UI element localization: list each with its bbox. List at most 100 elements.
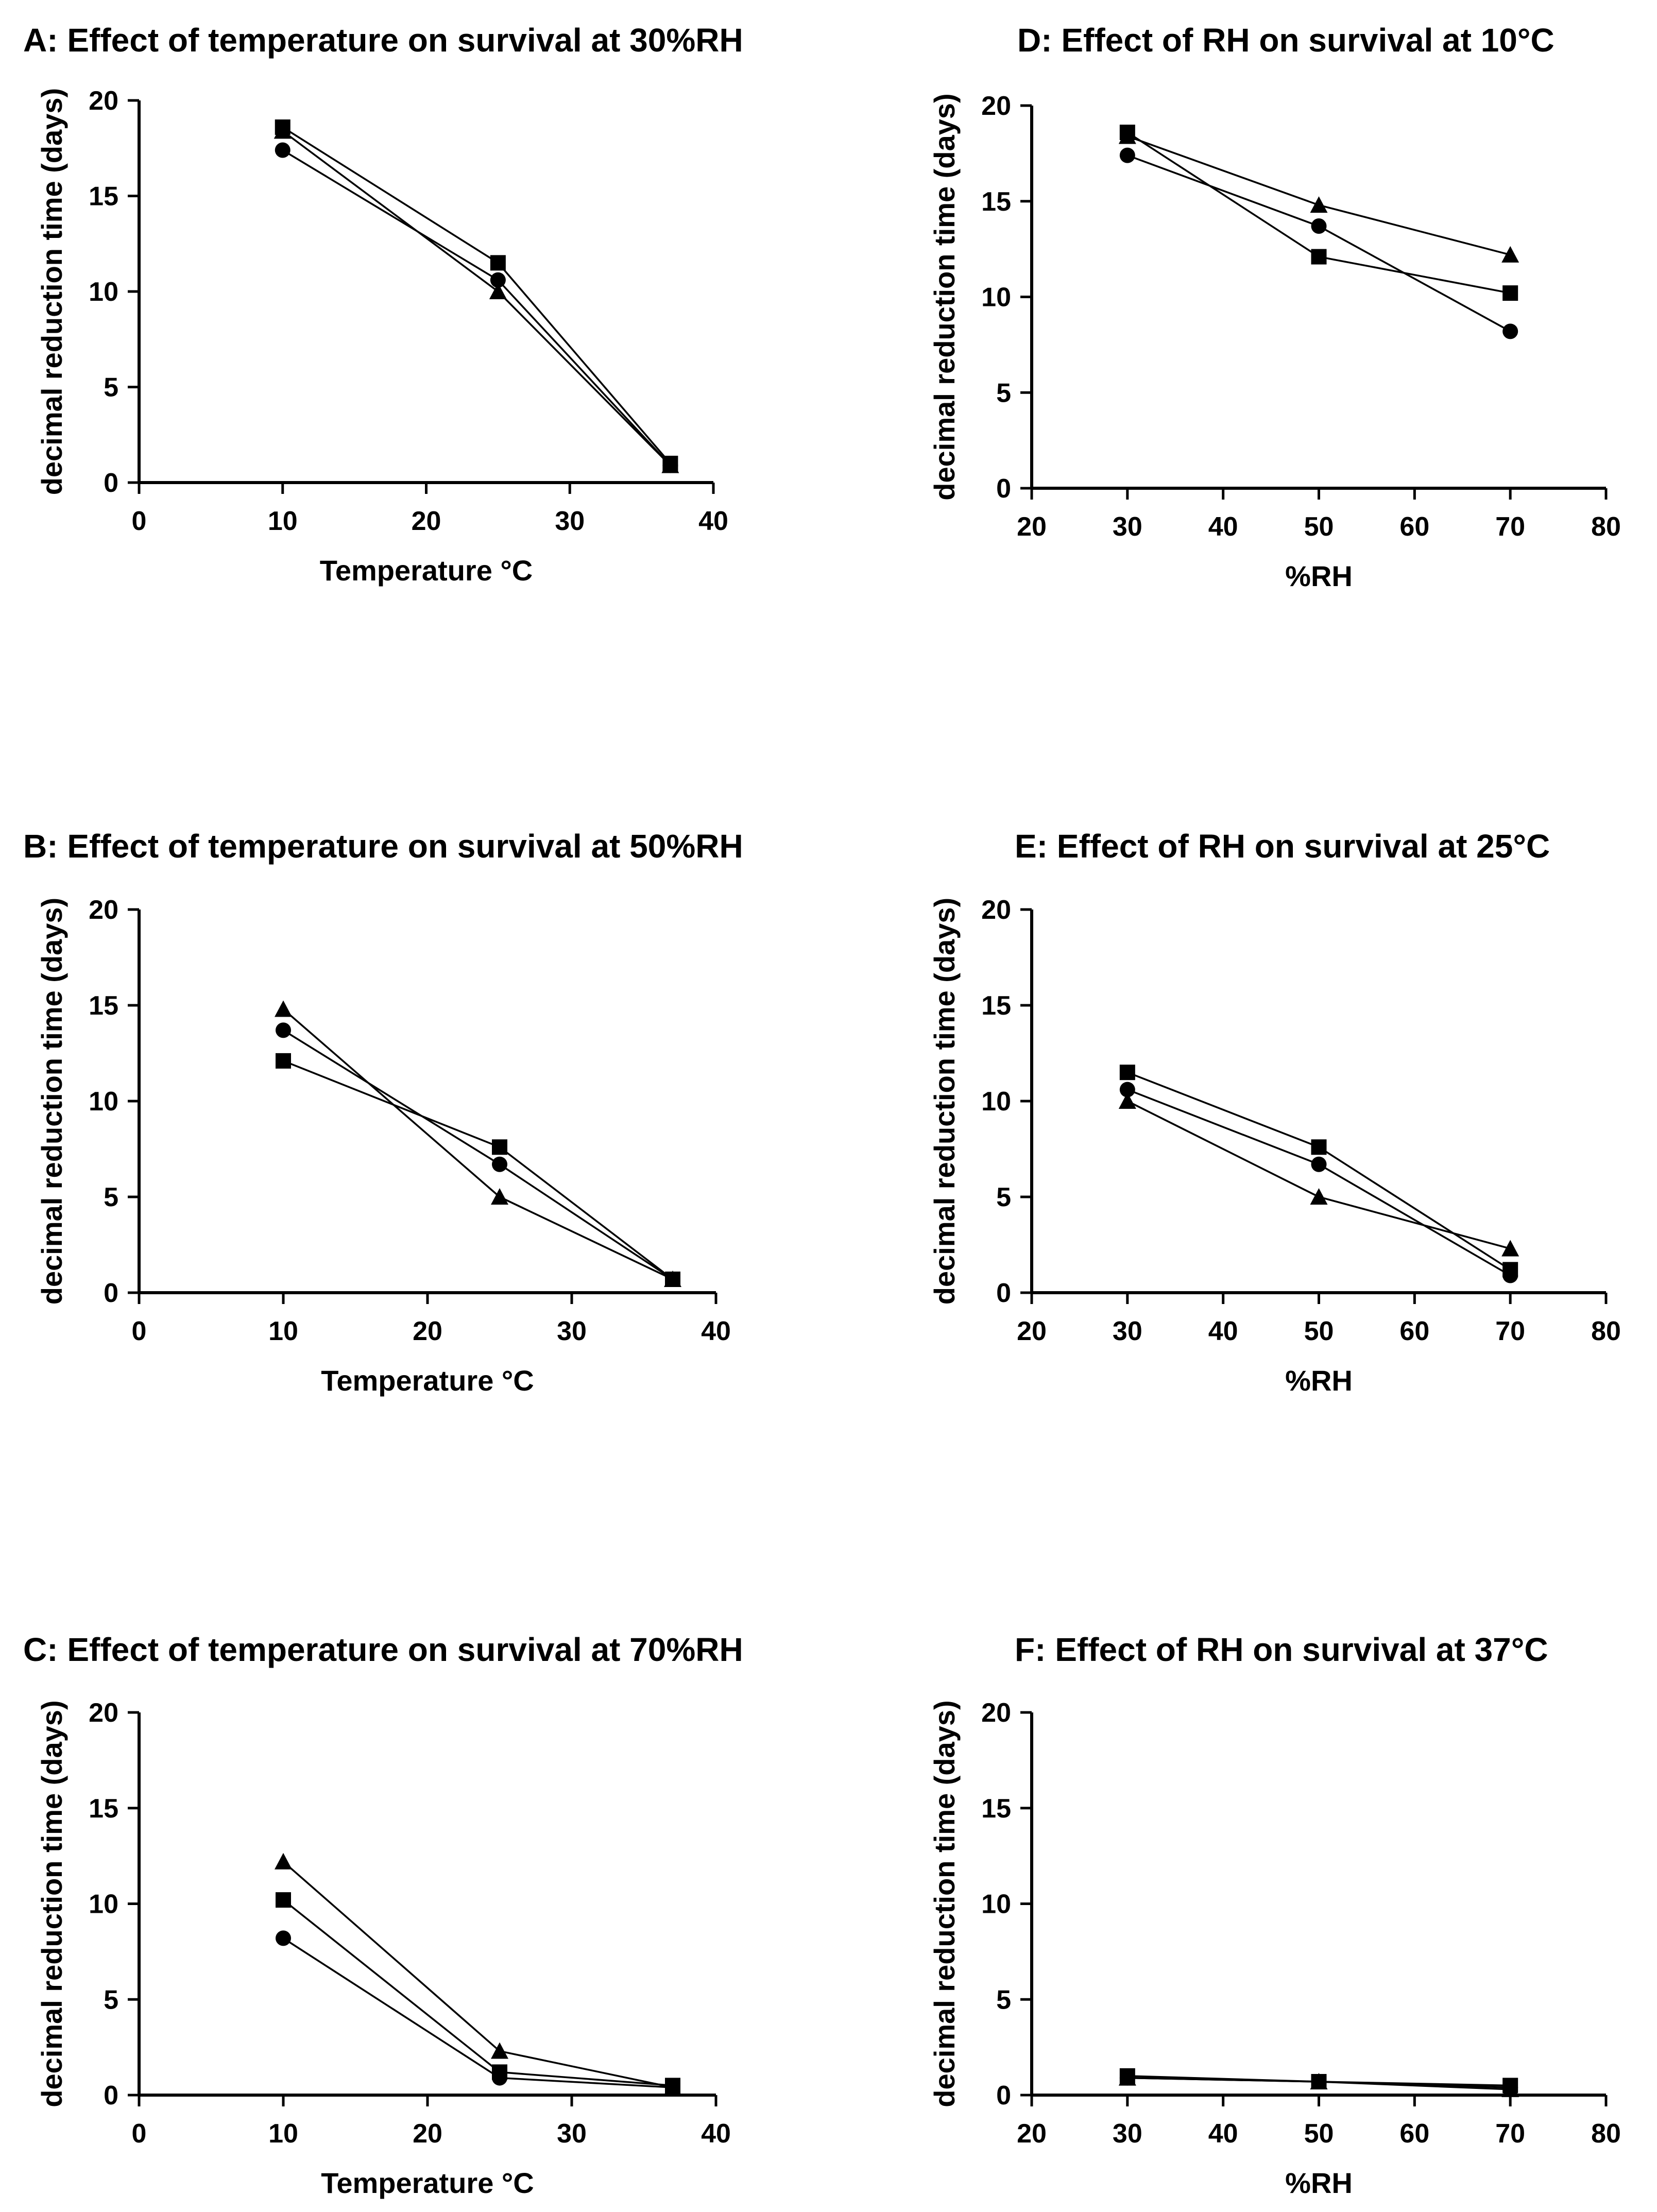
chart-title: A: Effect of temperature on survival at … <box>23 22 743 59</box>
x-axis-label: Temperature °C <box>321 2167 534 2199</box>
data-point-triangle <box>664 1270 681 1287</box>
data-point-circle <box>490 272 506 288</box>
x-tick-label: 60 <box>1399 1316 1429 1346</box>
x-axis-label: Temperature °C <box>320 554 533 587</box>
x-tick-label: 10 <box>268 1316 298 1346</box>
x-tick-label: 40 <box>1208 2119 1238 2149</box>
data-point-triangle <box>1501 1240 1519 1257</box>
series-square <box>276 1892 680 2094</box>
data-point-circle <box>1311 1156 1327 1172</box>
data-point-circle <box>1502 323 1518 339</box>
y-tick-label: 5 <box>996 1182 1011 1212</box>
chart-title: F: Effect of RH on survival at 37°C <box>1015 1631 1548 1668</box>
data-point-triangle <box>661 456 679 473</box>
y-tick-label: 20 <box>981 895 1011 925</box>
x-axis-label: %RH <box>1285 560 1353 592</box>
x-tick-label: 10 <box>268 2119 298 2149</box>
x-tick-label: 60 <box>1399 2119 1429 2149</box>
data-point-circle <box>1119 147 1135 163</box>
x-tick-label: 40 <box>698 506 728 536</box>
chart-title: E: Effect of RH on survival at 25°C <box>1015 828 1550 865</box>
y-tick-label: 10 <box>89 277 118 307</box>
x-tick-label: 20 <box>1017 512 1047 542</box>
data-point-triangle <box>275 1000 292 1017</box>
y-tick-label: 20 <box>89 86 118 116</box>
series-square <box>1119 1065 1518 1278</box>
series-circle <box>1119 147 1518 339</box>
data-point-triangle <box>274 122 292 139</box>
y-axis-label: decimal reduction time (days) <box>36 898 68 1305</box>
y-tick-label: 10 <box>89 1890 118 1919</box>
y-tick-label: 15 <box>981 991 1011 1021</box>
chart-title: D: Effect of RH on survival at 10°C <box>1017 22 1554 59</box>
x-tick-label: 80 <box>1591 2119 1621 2149</box>
data-point-circle <box>1119 1082 1135 1098</box>
data-point-triangle <box>491 2042 508 2059</box>
data-point-triangle <box>275 1853 292 1870</box>
x-tick-label: 0 <box>132 506 147 536</box>
x-tick-label: 20 <box>413 1316 442 1346</box>
data-point-triangle <box>1118 2069 1136 2086</box>
x-tick-label: 20 <box>412 506 441 536</box>
y-axis-label: decimal reduction time (days) <box>928 1700 961 2107</box>
x-tick-label: 40 <box>701 2119 731 2149</box>
y-tick-label: 0 <box>996 2081 1011 2111</box>
y-tick-label: 15 <box>89 182 118 212</box>
x-tick-label: 60 <box>1399 512 1429 542</box>
y-axis-label: decimal reduction time (days) <box>928 93 961 500</box>
y-tick-label: 20 <box>981 91 1011 121</box>
x-axis-label: %RH <box>1285 2167 1353 2199</box>
y-axis-label: decimal reduction time (days) <box>928 898 961 1305</box>
data-point-triangle <box>1118 127 1136 144</box>
x-axis-label: %RH <box>1285 1364 1353 1397</box>
x-tick-label: 50 <box>1304 1316 1334 1346</box>
x-tick-label: 0 <box>132 2119 147 2149</box>
data-point-triangle <box>1501 246 1519 263</box>
data-point-triangle <box>1310 1188 1328 1205</box>
data-point-square <box>492 2064 507 2080</box>
x-tick-label: 40 <box>1208 1316 1238 1346</box>
y-tick-label: 15 <box>89 1794 118 1824</box>
y-tick-label: 20 <box>89 1698 118 1728</box>
chart-panel-c: C: Effect of temperature on survival at … <box>23 1631 743 2199</box>
data-point-triangle <box>489 283 507 299</box>
data-point-square <box>276 1892 291 1908</box>
x-tick-label: 30 <box>1113 512 1142 542</box>
data-point-circle <box>276 1930 291 1946</box>
y-tick-label: 15 <box>981 187 1011 217</box>
x-tick-label: 20 <box>1017 1316 1047 1346</box>
series-triangle <box>275 1853 681 2096</box>
y-tick-label: 0 <box>996 1278 1011 1308</box>
data-point-triangle <box>1310 2072 1328 2089</box>
data-point-square <box>1119 1065 1135 1081</box>
series-triangle <box>1118 1092 1519 1257</box>
y-tick-label: 5 <box>996 378 1011 408</box>
chart-panel-d: D: Effect of RH on survival at 10°C 0 5 10 1… <box>928 22 1621 592</box>
data-point-triangle <box>664 2079 681 2096</box>
data-point-square <box>490 255 506 271</box>
series-triangle <box>1118 2069 1519 2097</box>
y-tick-label: 0 <box>104 1278 118 1308</box>
y-tick-label: 15 <box>89 991 118 1021</box>
data-point-triangle <box>1501 2080 1519 2097</box>
x-tick-label: 30 <box>1113 1316 1142 1346</box>
x-tick-label: 30 <box>557 1316 587 1346</box>
y-axis-label: decimal reduction time (days) <box>36 1700 68 2107</box>
y-tick-label: 0 <box>104 468 118 498</box>
y-tick-label: 5 <box>104 373 118 403</box>
data-point-square <box>1311 1139 1327 1155</box>
y-tick-label: 10 <box>981 1087 1011 1117</box>
data-point-square <box>1502 1262 1518 1278</box>
data-point-square <box>492 1139 507 1155</box>
data-point-square <box>1502 285 1518 301</box>
x-tick-label: 20 <box>1017 2119 1047 2149</box>
x-tick-label: 70 <box>1495 2119 1525 2149</box>
y-tick-label: 5 <box>104 1182 118 1212</box>
x-tick-label: 30 <box>557 2119 587 2149</box>
data-point-triangle <box>1118 1092 1136 1109</box>
x-axis-label: Temperature °C <box>321 1364 534 1397</box>
x-tick-label: 50 <box>1304 512 1334 542</box>
series-triangle <box>275 1000 681 1287</box>
